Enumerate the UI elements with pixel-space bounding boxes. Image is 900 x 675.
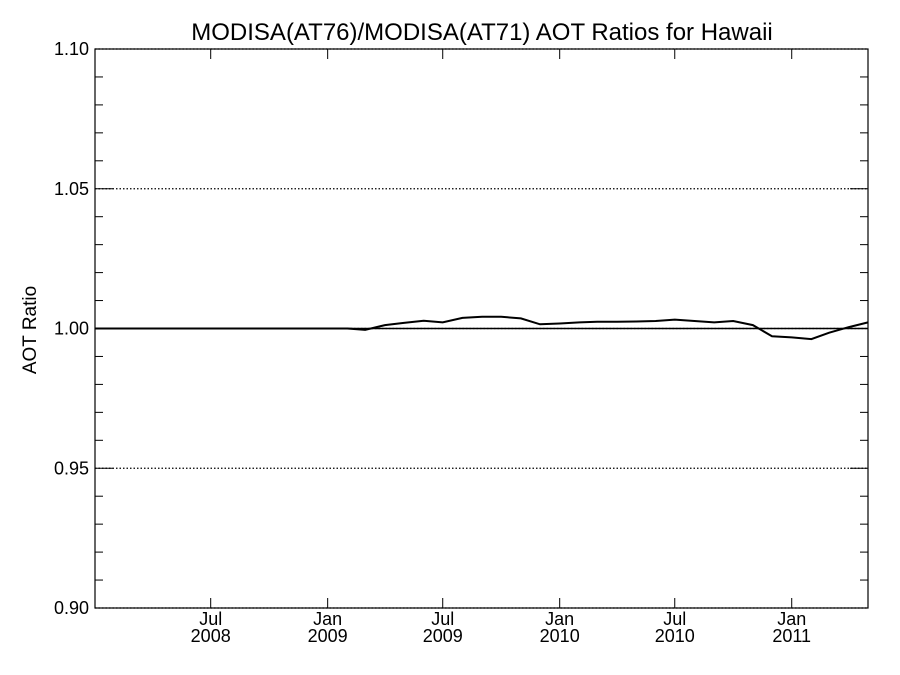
y-tick-label-1: 0.95 <box>54 458 89 478</box>
series-group <box>95 315 869 341</box>
x-tick-month-3: Jan <box>545 609 574 629</box>
x-tick-year-0: 2008 <box>191 626 231 646</box>
chart-title: MODISA(AT76)/MODISA(AT71) AOT Ratios for… <box>191 19 772 46</box>
x-tick-month-4: Jul <box>663 609 686 629</box>
series-line <box>95 315 869 341</box>
y-axis-label: AOT Ratio <box>20 286 41 374</box>
x-tick-month-5: Jan <box>777 609 806 629</box>
x-tick-labels: Jul2008Jan2009Jul2009Jan2010Jul2010Jan20… <box>191 609 811 646</box>
x-tick-year-5: 2011 <box>772 626 811 646</box>
y-tick-label-0: 0.90 <box>54 598 89 618</box>
y-tick-label-2: 1.00 <box>54 319 89 339</box>
x-tick-month-1: Jan <box>313 609 342 629</box>
x-tick-year-3: 2010 <box>540 626 580 646</box>
plot-frame <box>94 48 869 609</box>
x-tick-month-0: Jul <box>199 609 222 629</box>
x-tick-year-2: 2009 <box>423 626 463 646</box>
y-tick-label-4: 1.10 <box>54 39 89 59</box>
x-tick-month-2: Jul <box>431 609 454 629</box>
x-tick-year-4: 2010 <box>655 626 695 646</box>
x-tick-year-1: 2009 <box>308 626 348 646</box>
y-tick-labels: 0.90 0.95 1.00 1.05 1.10 <box>54 39 89 618</box>
y-tick-label-3: 1.05 <box>54 179 89 199</box>
